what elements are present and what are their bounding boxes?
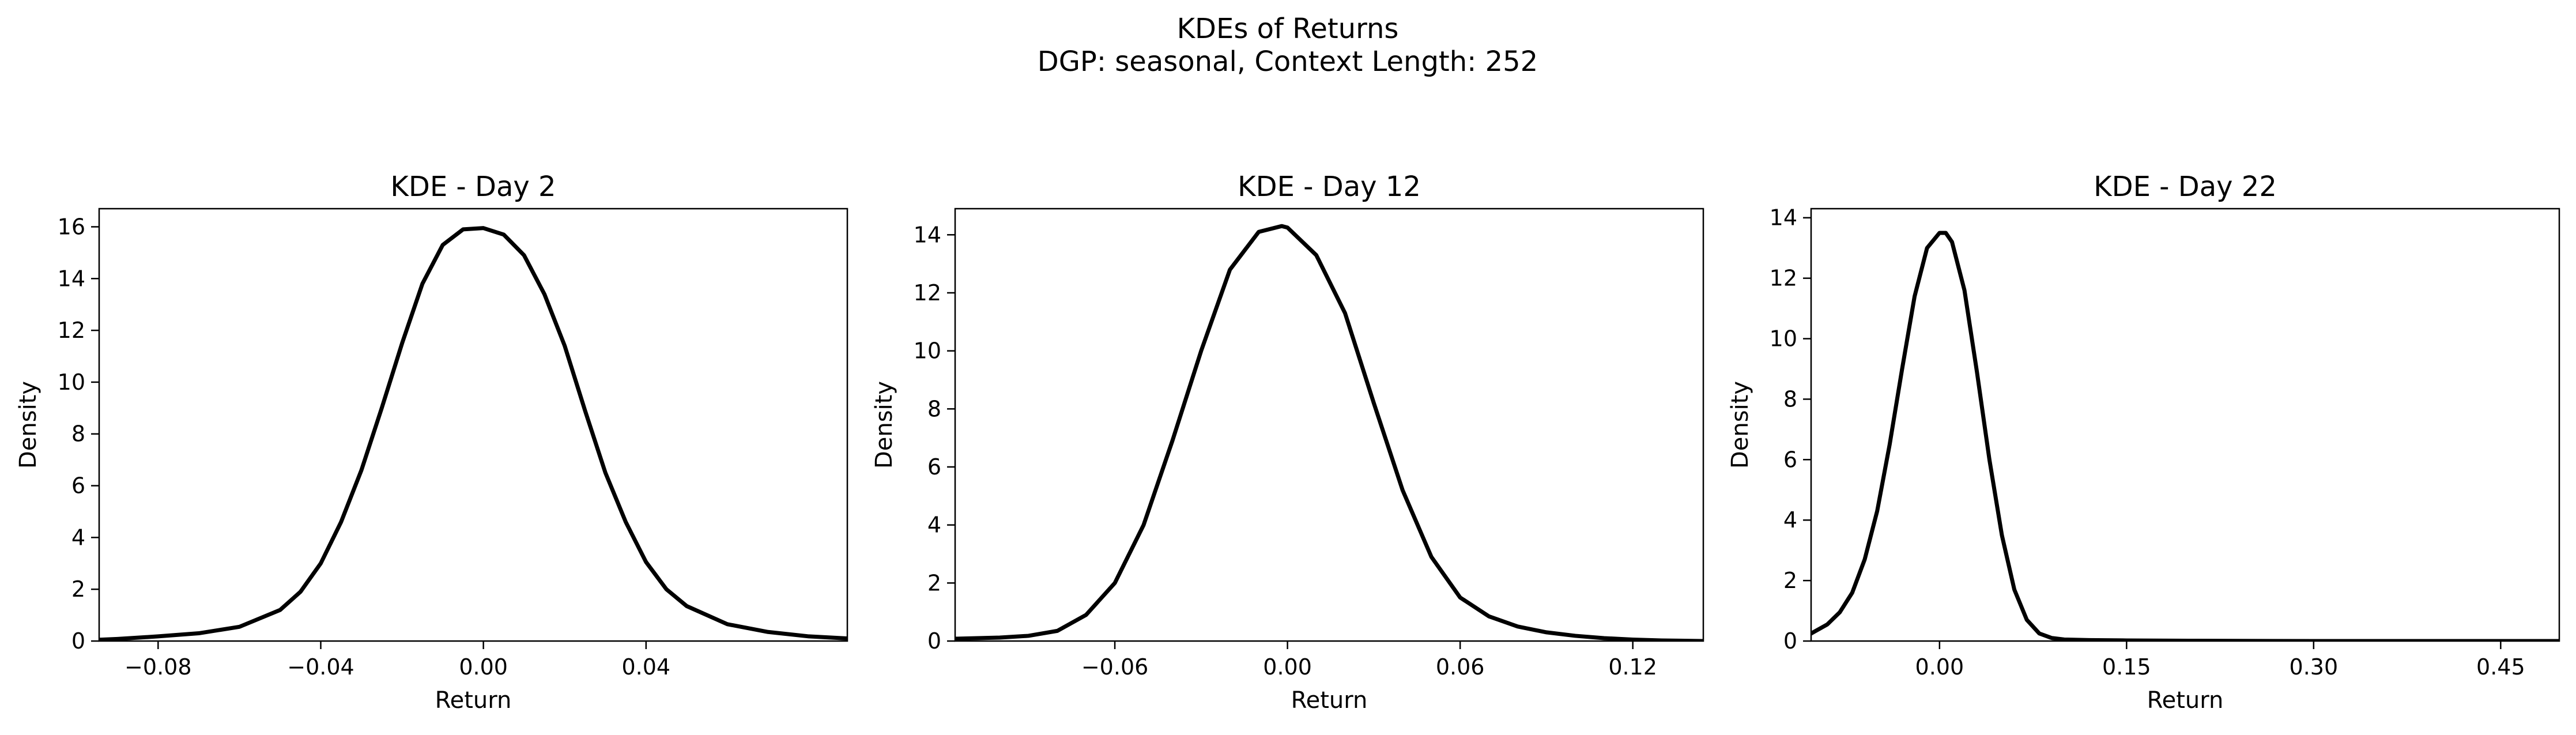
x-axis-label: Return bbox=[2147, 687, 2224, 714]
panel-title: KDE - Day 22 bbox=[2094, 171, 2277, 203]
x-tick-label: 0.00 bbox=[459, 654, 508, 680]
y-tick-label: 2 bbox=[927, 570, 941, 595]
y-tick-label: 10 bbox=[914, 338, 941, 364]
x-axis-label: Return bbox=[435, 687, 512, 714]
x-tick-label: 0.15 bbox=[2102, 654, 2151, 680]
axes-frame bbox=[98, 208, 848, 642]
y-tick-label: 4 bbox=[1783, 507, 1797, 533]
x-tick-label: −0.06 bbox=[1081, 654, 1148, 680]
y-tick-label: 8 bbox=[927, 396, 941, 421]
y-tick-label: 0 bbox=[1783, 628, 1797, 654]
chart-panel-3: KDE - Day 22 0.00 0.15 0.30 0.45 0 2 4 6 8 10 12 14 R… bbox=[1727, 171, 2560, 714]
axes-frame bbox=[954, 208, 1704, 642]
x-tick-label: 0.04 bbox=[622, 654, 671, 680]
x-tick-label: 0.00 bbox=[1263, 654, 1312, 680]
x-tick-label: 0.30 bbox=[2290, 654, 2339, 680]
y-tick-label: 12 bbox=[58, 318, 85, 343]
y-tick-label: 4 bbox=[927, 512, 941, 538]
y-tick-label: 14 bbox=[914, 222, 941, 247]
y-tick-label: 16 bbox=[58, 214, 85, 239]
y-tick-label: 8 bbox=[71, 421, 85, 447]
y-tick-label: 6 bbox=[1783, 447, 1797, 472]
figure-title: KDEs of Returns bbox=[1177, 13, 1399, 45]
x-axis-label: Return bbox=[1291, 687, 1368, 714]
y-axis-label: Density bbox=[871, 381, 897, 469]
panel-title: KDE - Day 12 bbox=[1238, 171, 1421, 203]
x-tick-label: 0.06 bbox=[1436, 654, 1485, 680]
x-tick-label: 0.12 bbox=[1608, 654, 1657, 680]
kde-line bbox=[99, 226, 847, 641]
y-tick-label: 0 bbox=[71, 628, 85, 654]
y-tick-label: 4 bbox=[71, 525, 85, 550]
y-tick-label: 14 bbox=[1770, 205, 1797, 231]
y-tick-label: 10 bbox=[1770, 326, 1797, 352]
y-tick-label: 12 bbox=[1770, 266, 1797, 291]
figure-subtitle: DGP: seasonal, Context Length: 252 bbox=[1038, 46, 1538, 78]
y-tick-label: 6 bbox=[927, 454, 941, 480]
y-tick-label: 10 bbox=[58, 370, 85, 395]
x-tick-label: 0.45 bbox=[2476, 654, 2525, 680]
y-tick-label: 2 bbox=[71, 576, 85, 602]
y-axis-label: Density bbox=[15, 381, 42, 469]
kde-line bbox=[1811, 231, 2559, 641]
x-tick-label: −0.04 bbox=[287, 654, 354, 680]
y-tick-label: 14 bbox=[58, 266, 85, 291]
axes-frame bbox=[1810, 208, 2560, 642]
y-tick-label: 8 bbox=[1783, 386, 1797, 412]
y-tick-label: 12 bbox=[914, 280, 941, 306]
panel-title: KDE - Day 2 bbox=[390, 171, 556, 203]
x-tick-label: −0.08 bbox=[125, 654, 191, 680]
y-tick-label: 2 bbox=[1783, 568, 1797, 593]
x-tick-label: 0.00 bbox=[1915, 654, 1964, 680]
kde-line bbox=[955, 224, 1703, 641]
y-tick-label: 6 bbox=[71, 473, 85, 499]
y-tick-label: 0 bbox=[927, 628, 941, 654]
chart-panels: KDE - Day 2 −0.08 −0.04 0.00 0.04 0 2 4 6 8 10 12 14… bbox=[15, 171, 2560, 714]
chart-panel-2: KDE - Day 12 −0.06 0.00 0.06 0.12 0 2 4 6 8 10 12 14… bbox=[871, 171, 1704, 714]
chart-panel-1: KDE - Day 2 −0.08 −0.04 0.00 0.04 0 2 4 6 8 10 12 14… bbox=[15, 171, 848, 714]
y-axis-label: Density bbox=[1727, 381, 1753, 469]
